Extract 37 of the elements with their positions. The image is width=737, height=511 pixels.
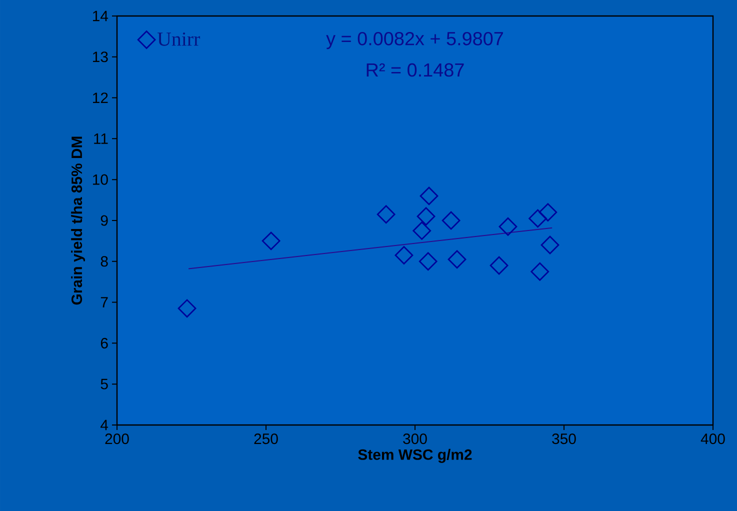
point: [420, 186, 438, 206]
y-tick-label: 5: [100, 378, 108, 390]
x-tick-label: 300: [403, 434, 427, 444]
y-tick-label: 14: [93, 10, 108, 22]
y-tick-label: 8: [100, 256, 108, 267]
annotation: R² = 0.1487: [366, 63, 464, 77]
point: [442, 211, 460, 230]
point: [262, 232, 280, 250]
x-axis-title: Stem WSC g/m2: [358, 448, 472, 463]
point: [448, 250, 466, 269]
point: [394, 246, 414, 264]
y-tick-label: 4: [100, 420, 108, 430]
point: [418, 252, 438, 271]
x-tick-label: 400: [700, 434, 725, 444]
x-tick-label: 200: [105, 434, 129, 444]
point: [528, 209, 547, 228]
point: [412, 222, 432, 240]
annotation: y = 0.0082x + 5.9807: [326, 32, 503, 50]
point: [538, 203, 558, 222]
y-axis-title: Grain yield t/ha 85% DM: [71, 136, 86, 305]
y-tick-label: 12: [93, 92, 108, 104]
y-tick-label: 9: [100, 215, 108, 226]
y-tick-label: 6: [100, 338, 108, 348]
y-tick-label: 7: [100, 297, 108, 308]
x-tick-label: 350: [552, 434, 576, 444]
point: [530, 262, 550, 281]
point: [416, 207, 436, 226]
point: [540, 236, 560, 254]
y-tick-label: 13: [93, 52, 108, 62]
y-tick-label: 11: [94, 134, 108, 144]
x-tick-label: 250: [254, 434, 278, 444]
point: [498, 217, 518, 236]
y-tick-label: 10: [93, 174, 108, 185]
point: [376, 205, 396, 224]
legend-label: Unirr: [157, 32, 200, 46]
point: [178, 299, 196, 318]
point: [490, 256, 508, 275]
